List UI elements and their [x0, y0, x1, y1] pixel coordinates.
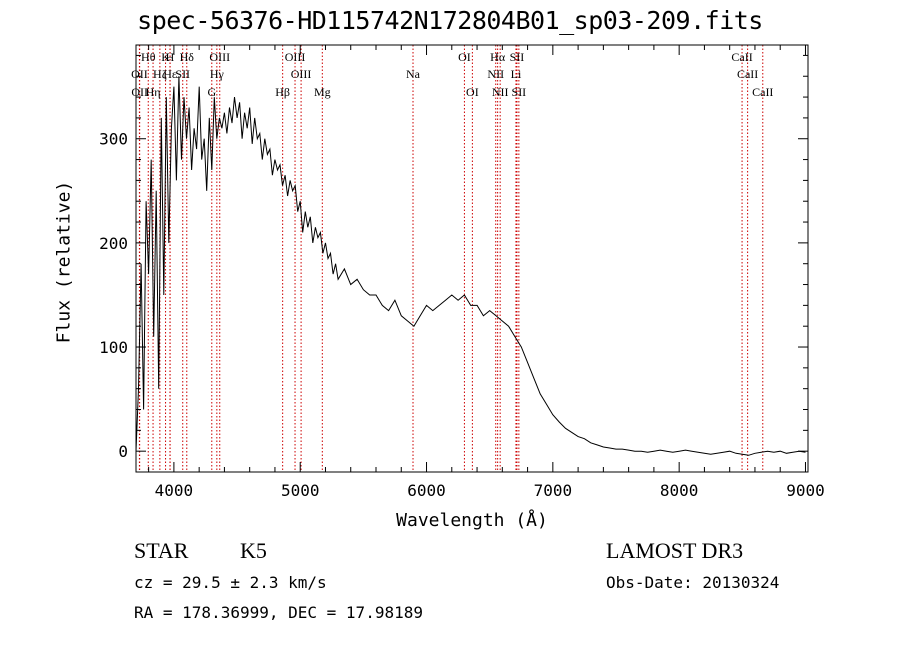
- line-label-24: Li: [511, 67, 522, 81]
- line-label-1: OII: [131, 67, 148, 81]
- line-label-19: OI: [466, 85, 479, 99]
- spectral-line-markers: [138, 45, 764, 472]
- line-label-16: Mg: [314, 85, 331, 99]
- line-label-2: OII: [131, 85, 148, 99]
- object-subclass: K5: [240, 538, 267, 563]
- line-label-10: G: [207, 85, 216, 99]
- y-axis: 0 100 200 300: [99, 54, 808, 473]
- x-tick-label: 6000: [407, 481, 446, 500]
- chart-title: spec-56376-HD115742N172804B01_sp03-209.f…: [137, 6, 763, 35]
- line-label-20: Hα: [490, 50, 506, 64]
- object-class: STAR: [134, 538, 189, 563]
- line-label-25: SII: [512, 85, 527, 99]
- line-label-7: Hζ: [153, 67, 167, 81]
- line-label-6: Hη: [146, 85, 161, 99]
- plot-frame: [135, 44, 809, 473]
- line-label-13: Hβ: [275, 85, 290, 99]
- y-tick-label: 0: [118, 442, 128, 461]
- x-axis: 4000 5000 6000 7000 8000 9000: [148, 45, 825, 500]
- x-tick-label: 7000: [534, 481, 573, 500]
- redshift-text: cz = 29.5 ± 2.3 km/s: [134, 573, 327, 592]
- y-axis-label: Flux (relative): [53, 180, 75, 344]
- x-tick-label: 5000: [281, 481, 320, 500]
- y-tick-label: 100: [99, 338, 128, 357]
- y-tick-label: 300: [99, 130, 128, 149]
- line-label-18: OI: [458, 50, 471, 64]
- line-label-28: CaII: [752, 85, 773, 99]
- obs-date-text: Obs-Date: 20130324: [606, 573, 780, 592]
- x-axis-label: Wavelength (Å): [396, 510, 548, 531]
- line-label-22: NII: [492, 85, 509, 99]
- line-label-8: SII: [175, 67, 190, 81]
- line-label-17: Na: [406, 67, 421, 81]
- line-label-14: OIII: [285, 50, 306, 64]
- line-label-15: OIII: [291, 67, 312, 81]
- x-tick-label: 9000: [786, 481, 825, 500]
- line-label-12: Hγ: [210, 67, 225, 81]
- y-tick-label: 200: [99, 234, 128, 253]
- coordinates-text: RA = 178.36999, DEC = 17.98189: [134, 603, 423, 622]
- line-label-3: K: [161, 50, 170, 64]
- x-tick-label: 4000: [155, 481, 194, 500]
- line-label-9: Hδ: [180, 50, 195, 64]
- line-label-4: H: [166, 50, 175, 64]
- line-label-11: OIII: [209, 50, 230, 64]
- line-label-23: SII: [510, 50, 525, 64]
- x-tick-label: 8000: [660, 481, 699, 500]
- spectrum-line: [135, 76, 806, 456]
- line-label-21: NII: [487, 67, 504, 81]
- line-label-26: CaII: [731, 50, 752, 64]
- line-label-27: CaII: [737, 67, 758, 81]
- line-label-0: Hθ: [141, 50, 156, 64]
- line-label-5: Hε: [163, 67, 177, 81]
- survey-name: LAMOST DR3: [606, 538, 744, 563]
